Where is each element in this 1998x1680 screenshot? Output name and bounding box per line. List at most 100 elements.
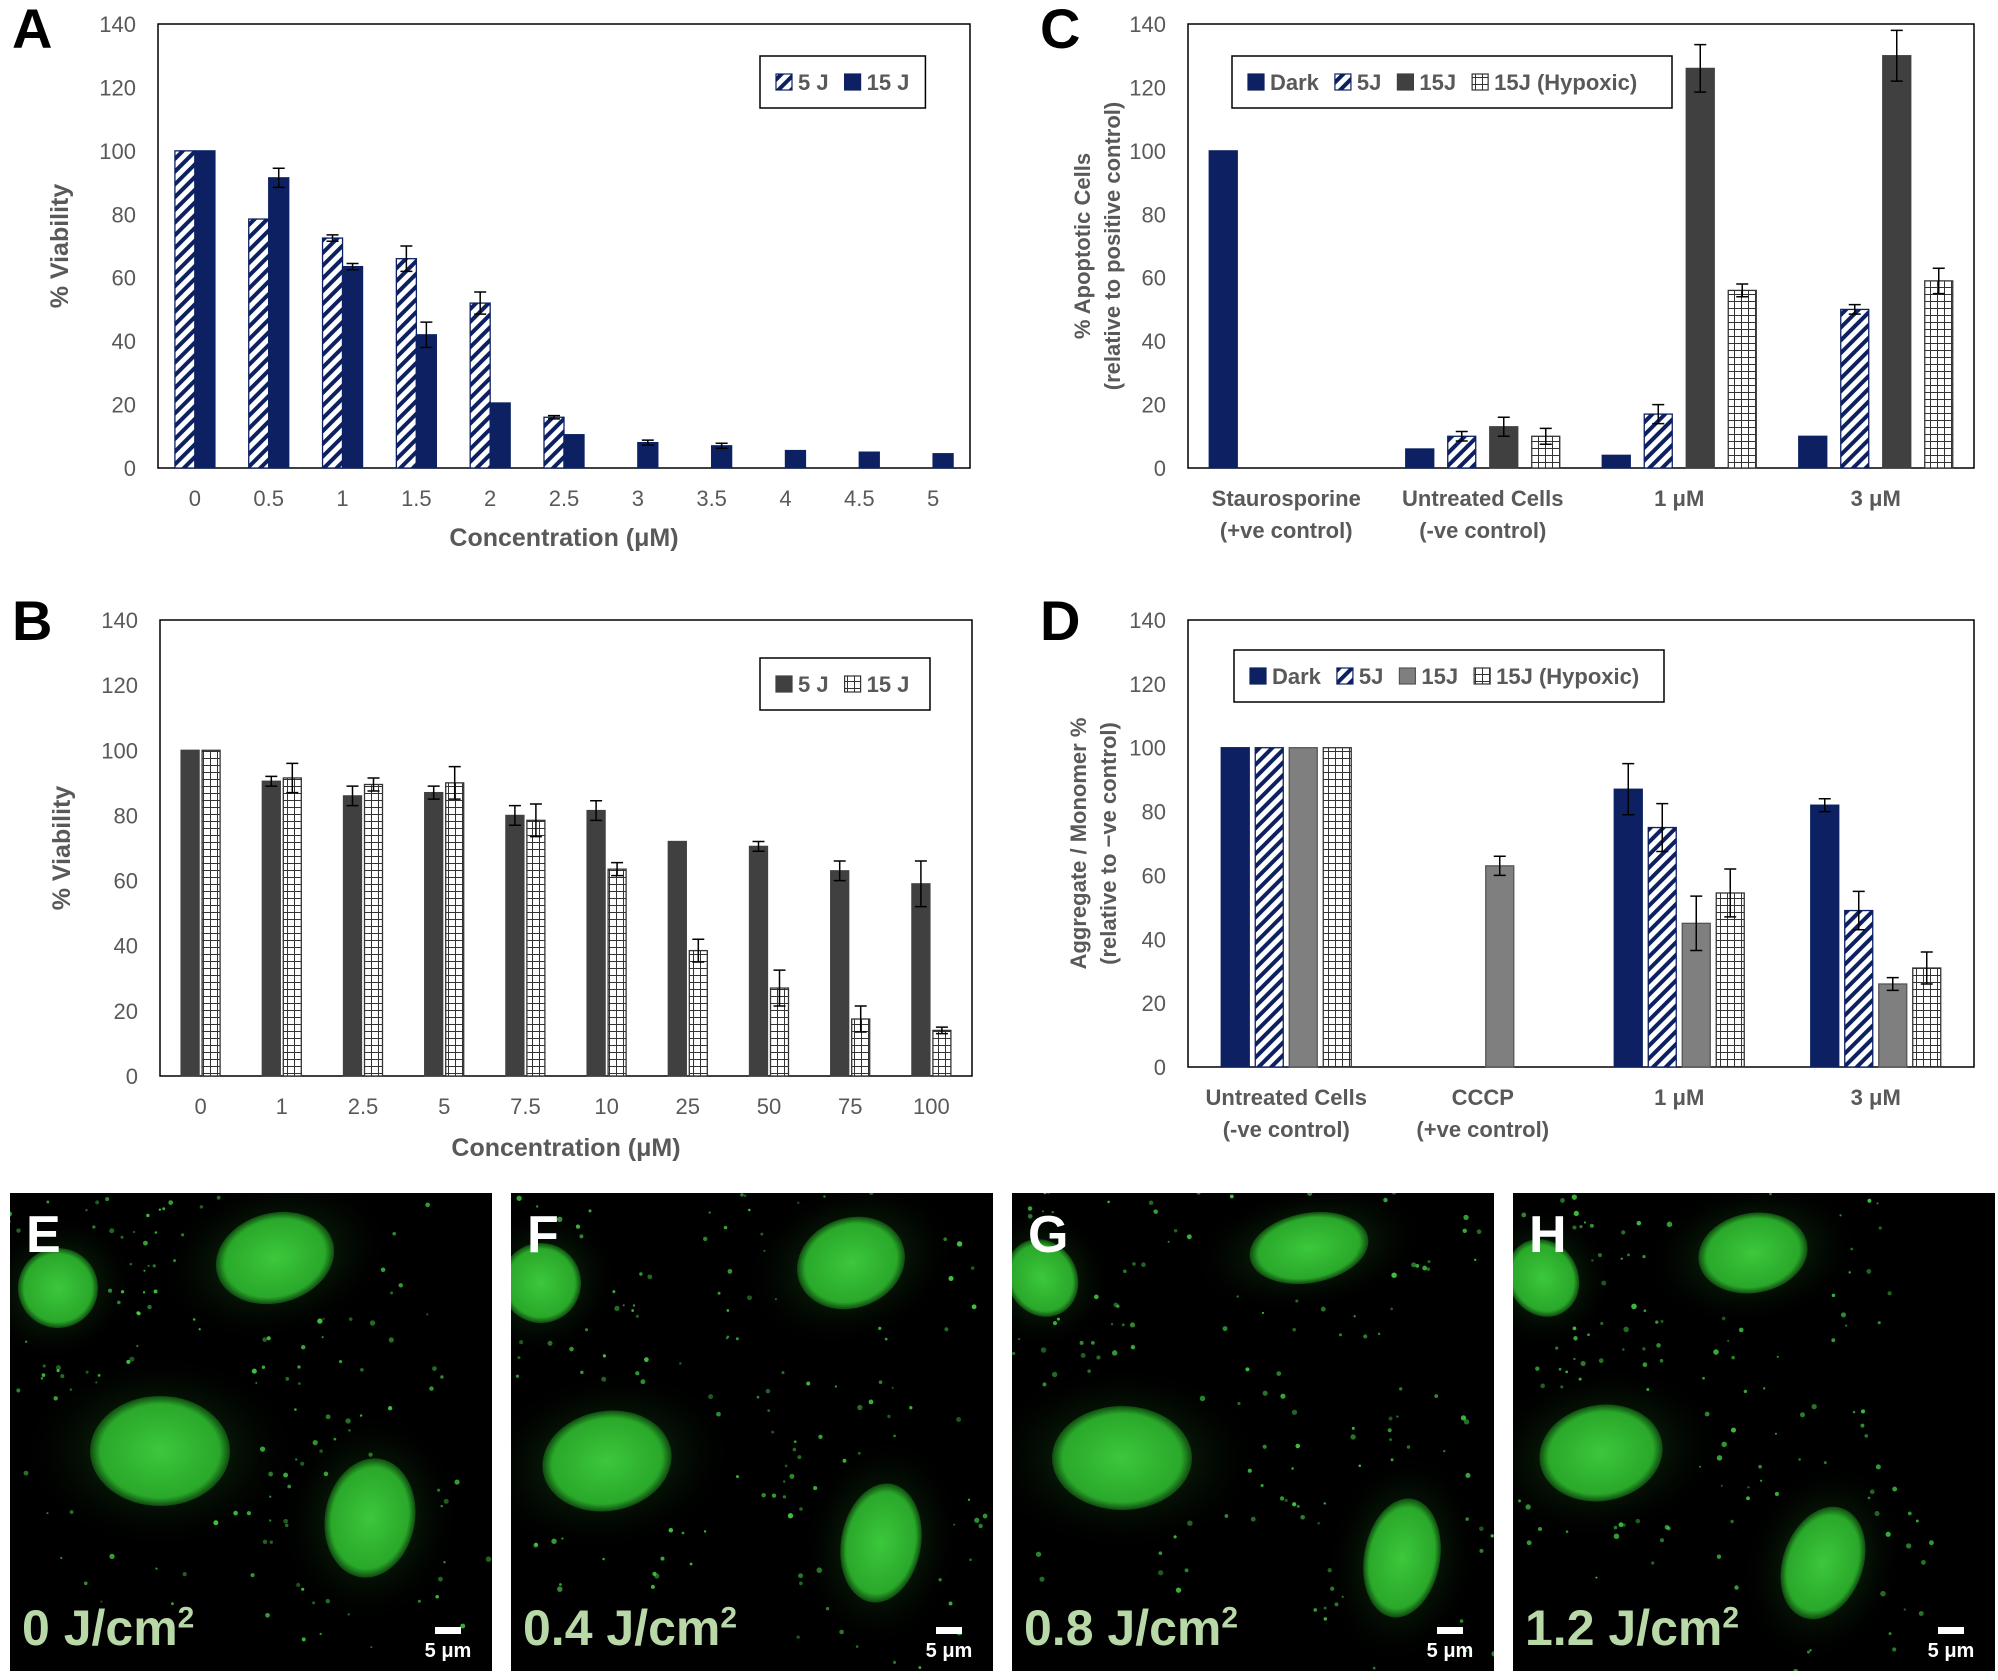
cell-punctum xyxy=(601,1376,607,1382)
cell-punctum xyxy=(798,1573,803,1579)
bar-15-j-1 xyxy=(282,777,302,1077)
x-tick-label: 0 xyxy=(194,1094,206,1119)
cell-punctum xyxy=(760,1232,764,1236)
cell-punctum xyxy=(767,1409,771,1413)
cell-punctum xyxy=(1363,1334,1368,1339)
error-bar xyxy=(1852,890,1865,931)
legend: 5 J 15 J xyxy=(759,55,927,109)
cell-punctum xyxy=(287,1484,292,1489)
y-tick-label: 40 xyxy=(1142,329,1166,354)
cell-punctum xyxy=(425,1202,431,1208)
x-tick-label: 1 xyxy=(336,486,348,511)
cell-punctum xyxy=(726,1309,730,1312)
cell-punctum xyxy=(213,1520,219,1526)
cell-punctum xyxy=(60,1374,65,1379)
cell-punctum xyxy=(547,1340,553,1346)
cell-punctum xyxy=(602,1557,605,1561)
cell-punctum xyxy=(142,1240,148,1246)
bar-15-j-2 xyxy=(363,783,384,1077)
y-tick-label: 100 xyxy=(99,139,136,164)
y-tick-label: 0 xyxy=(1154,456,1166,481)
bar-15j-0 xyxy=(1288,747,1318,1068)
bar-dark-0 xyxy=(1220,747,1250,1068)
y-tick-label: 100 xyxy=(1129,736,1166,761)
x-tick-label: (-ve control) xyxy=(1419,518,1546,543)
cell-punctum xyxy=(1296,1504,1300,1508)
legend-swatch xyxy=(1396,73,1415,91)
cell-punctum xyxy=(454,1479,460,1485)
legend-label: 5 J xyxy=(798,70,829,95)
cell-punctum xyxy=(1462,1228,1467,1234)
cell-punctum xyxy=(842,1458,847,1463)
cell-punctum xyxy=(301,1637,306,1642)
micrograph-e: E 0 J/cm2 5 μm xyxy=(10,1193,492,1671)
cell-punctum xyxy=(585,1328,589,1332)
cell-punctum xyxy=(429,1386,434,1391)
cell-punctum xyxy=(1618,1522,1624,1528)
chart-d-aggregate-monomer: 0 20 40 60 80 100 120 140 Untreated Cells (-ve co… xyxy=(1020,590,1998,1180)
cell-punctum xyxy=(974,1517,980,1523)
error-bar xyxy=(400,245,413,273)
cell-punctum xyxy=(1153,1209,1158,1214)
cell-punctum xyxy=(435,1595,439,1599)
cell-punctum xyxy=(743,1194,747,1198)
legend-label: 15 J xyxy=(867,672,910,697)
cell-punctum xyxy=(1459,1619,1464,1623)
cell-punctum xyxy=(1295,1299,1299,1303)
cell-punctum xyxy=(1157,1570,1164,1576)
bar-5j-2 xyxy=(1647,826,1677,1068)
cell-punctum xyxy=(1578,1377,1582,1381)
y-tick-label: 140 xyxy=(1129,608,1166,633)
y-tick-label: 0 xyxy=(126,1064,138,1089)
cell-punctum xyxy=(1292,1502,1297,1507)
y-axis-label: % Viability xyxy=(46,184,74,309)
error-bar xyxy=(508,804,521,826)
cell-punctum xyxy=(1330,1586,1335,1591)
cell-punctum xyxy=(647,1274,653,1280)
cell-punctum xyxy=(1806,1650,1811,1654)
bar-15-j-3 xyxy=(445,782,465,1077)
cell-punctum xyxy=(1042,1382,1047,1387)
error-bar xyxy=(773,969,786,1007)
cell-punctum xyxy=(771,1430,775,1434)
cell-punctum xyxy=(1262,1390,1268,1396)
cell-punctum xyxy=(42,1364,46,1368)
cell-punctum xyxy=(1116,1304,1120,1308)
cell-punctum xyxy=(1463,1214,1469,1221)
cell-punctum xyxy=(1490,1534,1494,1538)
micrograph-g: G 0.8 J/cm2 5 μm xyxy=(1012,1193,1494,1671)
cell-punctum xyxy=(1758,1464,1762,1469)
cell-punctum xyxy=(1443,1449,1446,1453)
cell-punctum xyxy=(192,1318,196,1321)
cell-punctum xyxy=(1875,1464,1881,1470)
cell-punctum xyxy=(120,1235,124,1239)
cell-punctum xyxy=(970,1266,975,1270)
bar-15-j-1 xyxy=(268,177,290,469)
cell-punctum xyxy=(437,1488,441,1492)
cell-punctum xyxy=(301,1587,305,1591)
cell-punctum xyxy=(1222,1326,1228,1332)
cell-punctum xyxy=(782,1495,787,1499)
cell-punctum xyxy=(265,1612,270,1618)
cell-punctum xyxy=(825,1606,830,1611)
x-tick-label: 1 μM xyxy=(1654,486,1704,511)
cell-punctum xyxy=(1465,1517,1469,1521)
cell-punctum xyxy=(1730,1519,1734,1524)
cell-punctum xyxy=(368,1452,373,1457)
cell-punctum xyxy=(83,1581,88,1586)
cell-punctum xyxy=(740,1193,744,1197)
cell-punctum xyxy=(1774,1491,1779,1497)
micrograph-h-dose: 1.2 J/cm2 xyxy=(1525,1599,1739,1657)
y-tick-label: 140 xyxy=(1129,12,1166,37)
x-tick-label: 50 xyxy=(757,1094,781,1119)
y-axis-label: % Viability xyxy=(48,786,76,911)
cell-punctum xyxy=(296,1582,301,1587)
cell-punctum xyxy=(1041,1210,1045,1213)
cell-punctum xyxy=(485,1556,492,1562)
x-tick-label: 2.5 xyxy=(348,1094,379,1119)
cell-punctum xyxy=(387,1406,393,1411)
cell-punctum xyxy=(1307,1193,1313,1196)
cell-punctum xyxy=(878,1326,882,1331)
legend: Dark 5J 15J 15J (Hypoxic) xyxy=(1233,649,1665,703)
cell-punctum xyxy=(717,1291,721,1295)
